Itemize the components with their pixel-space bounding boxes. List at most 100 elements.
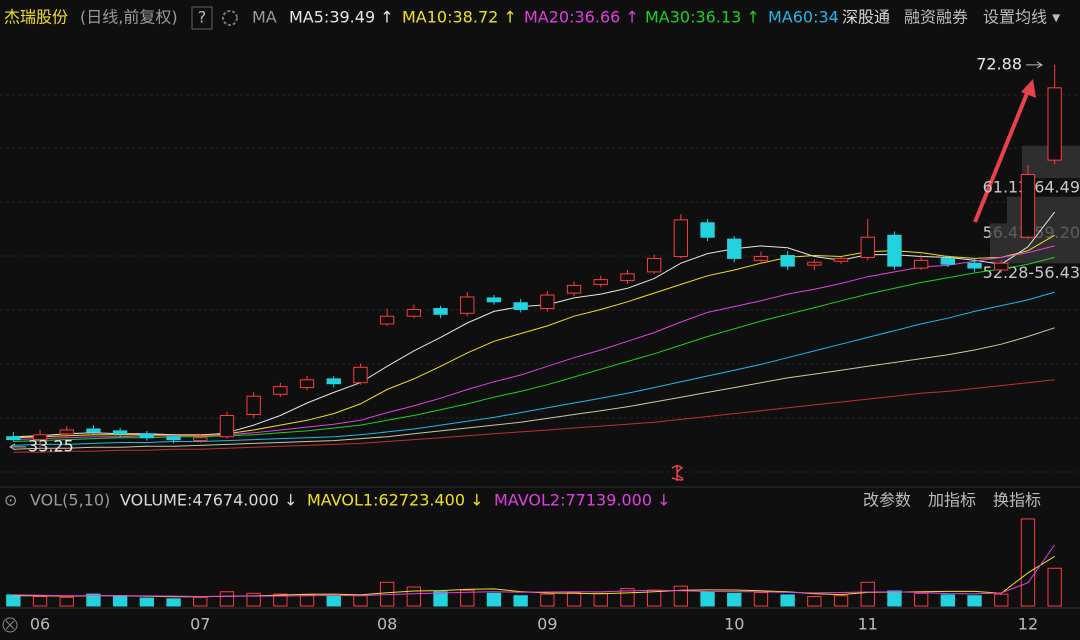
ma-line: [13, 291, 1055, 446]
settings-icon[interactable]: [222, 10, 238, 26]
volume-bar: [86, 593, 101, 607]
ma-line: [13, 256, 1055, 442]
x-tick-label: 07: [190, 615, 210, 634]
candle-body: [59, 429, 74, 435]
volume-bar: [139, 597, 155, 607]
candle-body: [620, 273, 635, 282]
chip-zone: [1007, 196, 1080, 224]
close-icon[interactable]: [2, 617, 18, 633]
volume-bar: [406, 586, 422, 607]
candle-body: [673, 219, 689, 257]
candle-body: [593, 279, 608, 285]
volume-label: VOLUME:47674.000 ↓: [120, 491, 297, 510]
candle-body: [540, 294, 555, 310]
volume-bar: [486, 592, 502, 607]
close-icon-cross: [5, 620, 15, 630]
volume-bar: [6, 594, 21, 607]
ma-legend: MA60:34: [768, 8, 839, 27]
high-annotation: 72.88: [976, 54, 1022, 73]
volume-legend: MAVOL2:77139.000 ↓: [494, 491, 670, 510]
event-marker: [671, 465, 684, 481]
candle-body: [139, 433, 155, 439]
candle-body: [326, 378, 341, 385]
candle-body: [807, 261, 822, 266]
ma-legend: MA5:39.49 ↑: [289, 8, 394, 27]
x-tick-label: 12: [1018, 615, 1038, 634]
candle-body: [166, 436, 181, 441]
volume-bar: [967, 595, 982, 607]
candle-body: [887, 234, 902, 267]
candle-body: [646, 257, 662, 273]
toolbar-button[interactable]: 换指标: [993, 491, 1041, 510]
volume-bar: [246, 592, 261, 607]
volume-bar: [833, 595, 849, 607]
volume-bar: [1020, 518, 1036, 607]
volume-bar: [753, 592, 769, 607]
ma-legend: MA30:36.13 ↑: [645, 8, 760, 27]
volume-bar: [59, 596, 74, 607]
volume-bar: [860, 581, 875, 607]
volume-bar: [193, 596, 208, 607]
chart-mode: (日线,前复权): [80, 8, 178, 27]
candle-body: [433, 308, 448, 315]
volume-bar: [460, 589, 475, 607]
candle-body: [753, 255, 769, 261]
ma-line: [13, 327, 1055, 450]
header-link[interactable]: 深股通: [842, 8, 890, 27]
volume-bar: [219, 591, 235, 607]
low-pointer: [9, 443, 27, 451]
expand-icon[interactable]: ⊙: [4, 491, 17, 510]
volume-bar: [112, 595, 128, 607]
header-link[interactable]: 融资融券: [904, 8, 968, 27]
candle-body: [994, 262, 1009, 271]
volume-bar: [994, 593, 1009, 607]
volume-bar: [513, 595, 528, 607]
low-annotation: 33.25: [28, 436, 74, 455]
candle-body: [486, 297, 502, 303]
candle-body: [193, 437, 208, 442]
volume-bar: [353, 595, 368, 607]
help-button[interactable]: ?: [198, 8, 207, 27]
ma-line: [13, 245, 1055, 441]
x-tick-label: 08: [377, 615, 397, 634]
volume-bar: [807, 596, 822, 607]
ma-label: MA: [252, 8, 277, 27]
volume-bar: [540, 593, 555, 607]
volume-bar: [780, 594, 795, 607]
candle-body: [6, 436, 21, 441]
toolbar-button[interactable]: 加指标: [928, 491, 976, 510]
candle-body: [780, 255, 795, 267]
stock-name[interactable]: 杰瑞股份: [4, 8, 68, 27]
volume-bar: [887, 590, 902, 607]
volume-bar: [940, 594, 956, 607]
ma-legend: MA20:36.66 ↑: [524, 8, 639, 27]
x-tick-label: 06: [30, 615, 50, 634]
high-pointer: [1026, 61, 1043, 69]
candle-body: [406, 308, 422, 317]
candle-body: [273, 386, 288, 395]
x-tick-label: 10: [724, 615, 744, 634]
volume-bar: [32, 596, 48, 607]
volume-bar: [646, 589, 662, 607]
x-tick-label: 09: [537, 615, 557, 634]
grid: [0, 94, 1080, 473]
candle-body: [1047, 87, 1062, 161]
help-box[interactable]: [191, 6, 213, 30]
candle-body: [86, 428, 101, 433]
toolbar-button[interactable]: 改参数: [863, 491, 911, 510]
candle-body: [967, 262, 982, 269]
candle-body: [32, 434, 48, 441]
volume-bar: [166, 598, 181, 607]
candle-body: [727, 238, 742, 259]
candle-body: [513, 302, 528, 310]
ma-legend: MA10:38.72 ↑: [402, 8, 517, 27]
volume-title: VOL(5,10): [30, 491, 110, 510]
candle-body: [460, 296, 475, 314]
volume-bar: [913, 592, 929, 607]
header-link[interactable]: 设置均线 ▾: [983, 8, 1060, 27]
candle-body: [219, 415, 235, 438]
candle-body: [112, 430, 128, 435]
